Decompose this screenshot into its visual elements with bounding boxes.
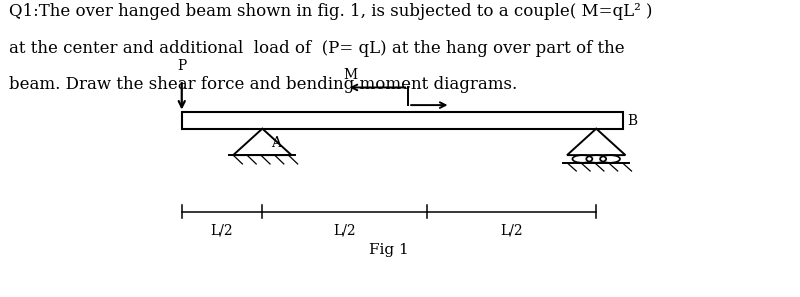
Text: Fig 1: Fig 1	[369, 243, 409, 257]
Text: M: M	[343, 67, 358, 82]
Text: beam. Draw the shear force and bending moment diagrams.: beam. Draw the shear force and bending m…	[9, 76, 518, 94]
Text: L/2: L/2	[210, 224, 234, 238]
Text: B: B	[627, 113, 637, 127]
Text: at the center and additional  load of  (P= qL) at the hang over part of the: at the center and additional load of (P=…	[9, 40, 625, 57]
Text: L/2: L/2	[334, 224, 356, 238]
Text: A: A	[271, 136, 281, 150]
Text: P: P	[177, 59, 186, 73]
Text: L/2: L/2	[501, 224, 523, 238]
Bar	[182, 113, 623, 129]
Text: Q1:The over hanged beam shown in fig. 1, is subjected to a couple( M=qL² ): Q1:The over hanged beam shown in fig. 1,…	[9, 3, 653, 20]
